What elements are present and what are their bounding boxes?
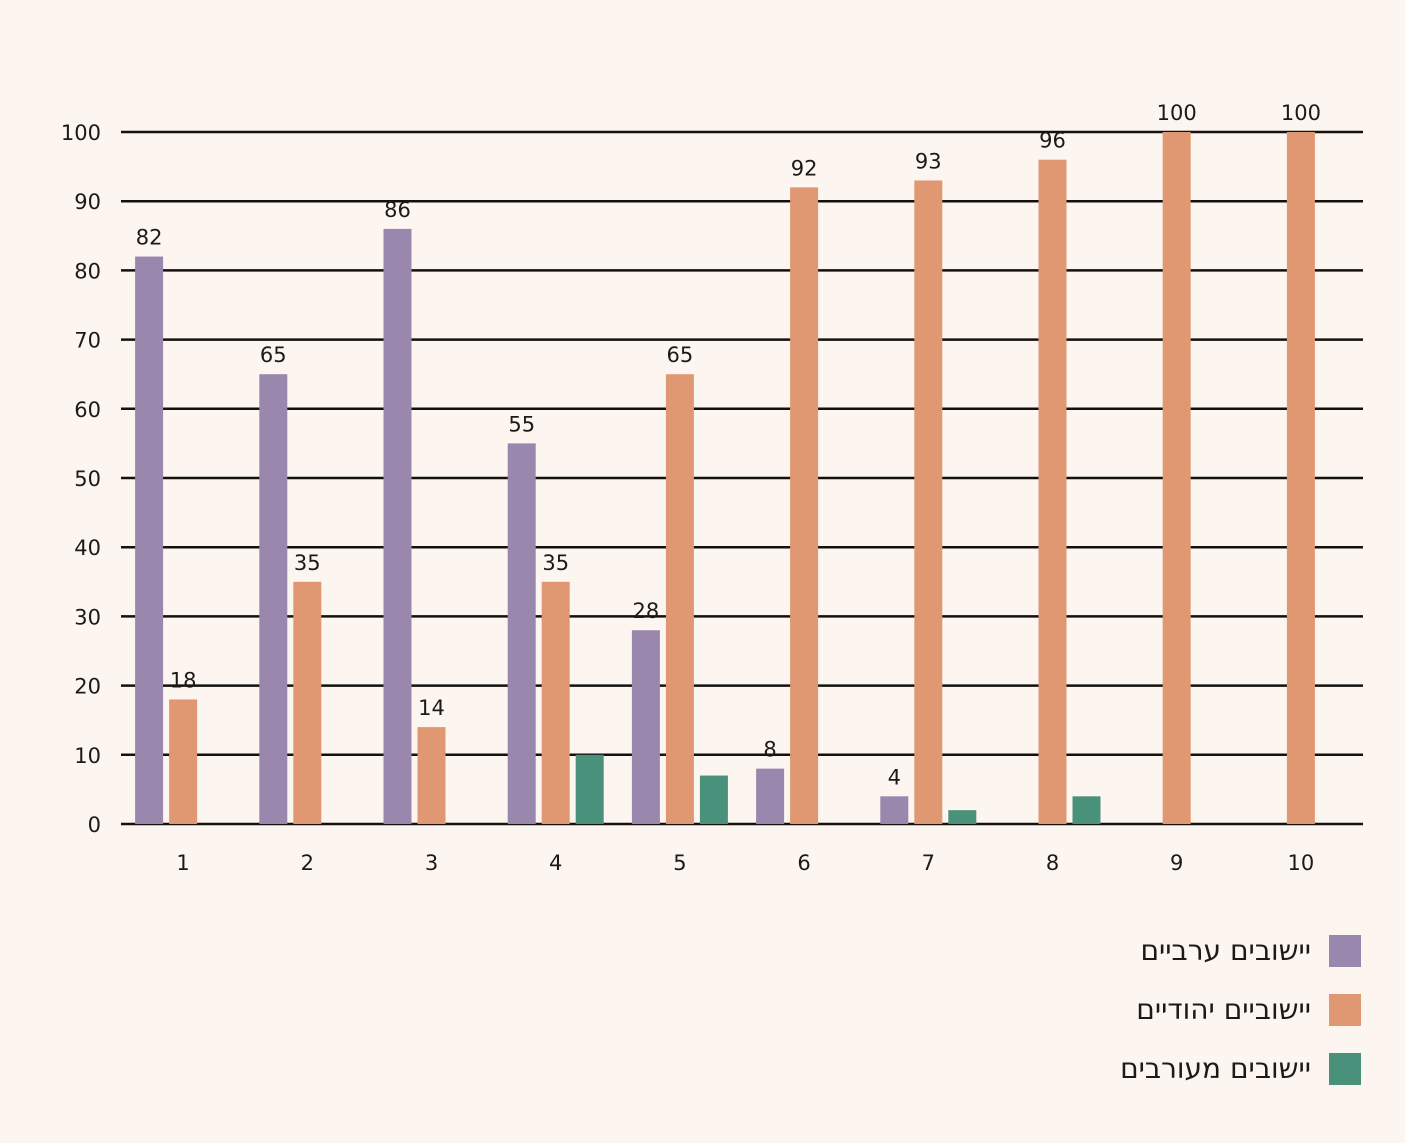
x-tick-label-6: 6 — [797, 851, 810, 875]
y-tick-label-90: 90 — [74, 190, 101, 214]
x-tick-label-9: 9 — [1170, 851, 1183, 875]
bar-cat1-series1 — [169, 699, 198, 824]
data-label-cat7-series0: 4 — [888, 765, 901, 789]
x-tick-label-5: 5 — [673, 851, 686, 875]
bar-cat6-series1 — [790, 187, 819, 825]
data-label-cat5-series0: 28 — [633, 599, 660, 623]
data-label-cat1-series1: 18 — [170, 668, 197, 692]
bar-cat4-series0 — [507, 443, 536, 824]
bar-cat5-series1 — [665, 374, 694, 824]
data-label-cat8-series1: 96 — [1039, 129, 1066, 153]
x-tick-label-10: 10 — [1288, 851, 1315, 875]
bar-cat3-series1 — [417, 727, 446, 824]
legend-label-arab: יישובים ערביים — [1140, 934, 1311, 967]
bar-cat2-series1 — [293, 581, 322, 824]
data-label-cat2-series0: 65 — [260, 343, 287, 367]
bar-cat10-series1 — [1286, 132, 1315, 824]
data-label-cat1-series0: 82 — [136, 226, 163, 250]
legend-item-arab: יישובים ערביים — [1140, 934, 1361, 967]
y-tick-label-50: 50 — [74, 467, 101, 491]
legend-swatch-jewish — [1329, 993, 1361, 1026]
bar-cat6-series0 — [756, 768, 785, 824]
data-label-cat7-series1: 93 — [915, 149, 942, 173]
chart-legend: יישובים ערביים יישוביים יהודיים יישובים … — [1120, 934, 1361, 1085]
y-tick-label-70: 70 — [74, 329, 101, 353]
x-tick-label-4: 4 — [549, 851, 562, 875]
y-tick-label-20: 20 — [74, 675, 101, 699]
y-tick-label-60: 60 — [74, 398, 101, 422]
bar-cat5-series0 — [631, 630, 660, 824]
bar-cat3-series0 — [383, 228, 412, 824]
bar-cat2-series0 — [259, 374, 288, 824]
bar-cat7-series2 — [948, 810, 977, 824]
y-tick-label-100: 100 — [61, 121, 101, 145]
bar-cat4-series1 — [541, 581, 570, 824]
legend-label-jewish: יישוביים יהודיים — [1136, 993, 1311, 1026]
data-label-cat10-series1: 100 — [1281, 101, 1321, 125]
data-label-cat5-series1: 65 — [667, 343, 694, 367]
bar-cat5-series2 — [699, 775, 728, 824]
bar-chart-svg: 0 10 20 30 40 50 60 70 80 90 100 1 2 3 4 5 6 7 8 9 10 82 18 65 3… — [61, 101, 1363, 875]
bar-cat9-series1 — [1162, 132, 1191, 824]
y-tick-label-30: 30 — [74, 605, 101, 629]
legend-label-mixed: יישובים מעורבים — [1120, 1052, 1311, 1085]
x-tick-label-7: 7 — [922, 851, 935, 875]
y-tick-label-0: 0 — [88, 813, 101, 837]
data-label-cat3-series1: 14 — [418, 696, 445, 720]
bar-cat1-series0 — [135, 256, 164, 824]
x-tick-label-3: 3 — [425, 851, 438, 875]
bars — [135, 132, 1315, 825]
legend-item-mixed: יישובים מעורבים — [1120, 1052, 1361, 1085]
x-tick-label-1: 1 — [176, 851, 189, 875]
data-label-cat4-series0: 55 — [508, 412, 535, 436]
data-labels: 82 18 65 35 86 14 55 35 28 65 8 92 4 93 96 100 100 — [136, 101, 1321, 789]
legend-swatch-arab — [1329, 934, 1361, 967]
bar-cat8-series1 — [1038, 159, 1067, 824]
y-tick-label-10: 10 — [74, 744, 101, 768]
data-label-cat4-series1: 35 — [542, 551, 569, 575]
bar-cat7-series1 — [914, 180, 943, 824]
bar-cat4-series2 — [575, 754, 604, 824]
data-label-cat6-series1: 92 — [791, 156, 818, 180]
data-label-cat3-series0: 86 — [384, 198, 411, 222]
legend-item-jewish: יישוביים יהודיים — [1136, 993, 1361, 1026]
legend-swatch-mixed — [1329, 1052, 1361, 1085]
x-tick-label-2: 2 — [301, 851, 314, 875]
data-label-cat9-series1: 100 — [1157, 101, 1197, 125]
bar-cat8-series2 — [1072, 796, 1101, 824]
x-tick-label-8: 8 — [1046, 851, 1059, 875]
data-label-cat6-series0: 8 — [763, 738, 776, 762]
data-label-cat2-series1: 35 — [294, 551, 321, 575]
bar-cat7-series0 — [880, 796, 909, 824]
y-tick-label-80: 80 — [74, 259, 101, 283]
y-tick-label-40: 40 — [74, 536, 101, 560]
